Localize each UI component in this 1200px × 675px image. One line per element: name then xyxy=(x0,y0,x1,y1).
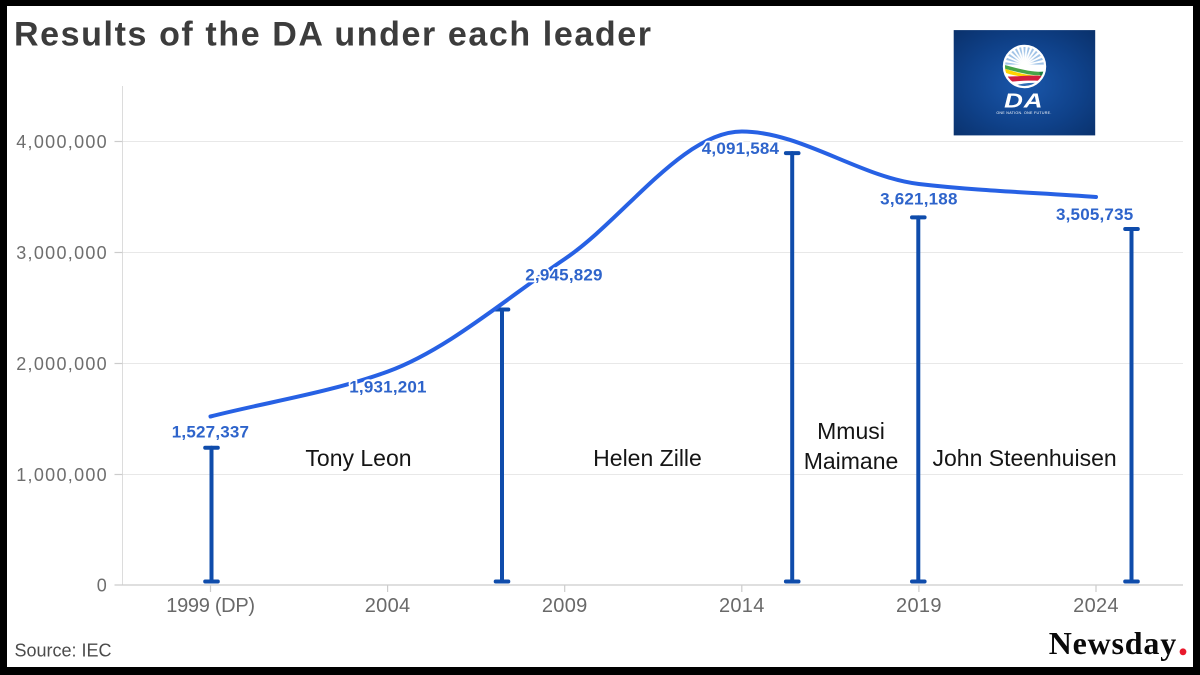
svg-text:Maimane: Maimane xyxy=(804,448,899,474)
svg-text:Source: IEC: Source: IEC xyxy=(15,641,112,661)
svg-text:1,527,337: 1,527,337 xyxy=(172,423,249,442)
svg-text:0: 0 xyxy=(97,576,108,596)
svg-text:1999 (DP): 1999 (DP) xyxy=(166,595,254,617)
svg-text:2009: 2009 xyxy=(542,595,588,617)
svg-text:ONE NATION. ONE FUTURE.: ONE NATION. ONE FUTURE. xyxy=(996,111,1051,115)
svg-text:1,931,201: 1,931,201 xyxy=(349,378,426,397)
svg-text:2024: 2024 xyxy=(1073,595,1119,617)
svg-text:Results of the DA under each l: Results of the DA under each leader xyxy=(14,16,653,54)
svg-text:Tony Leon: Tony Leon xyxy=(305,445,411,471)
svg-text:3,621,188: 3,621,188 xyxy=(880,190,957,209)
svg-text:2019: 2019 xyxy=(896,595,942,617)
svg-text:Helen Zille: Helen Zille xyxy=(593,445,702,471)
svg-text:John Steenhuisen: John Steenhuisen xyxy=(933,445,1117,471)
svg-text:2004: 2004 xyxy=(365,595,411,617)
svg-text:1,000,000: 1,000,000 xyxy=(16,465,108,485)
svg-text:Newsday: Newsday xyxy=(1049,625,1177,661)
svg-text:4,000,000: 4,000,000 xyxy=(16,132,108,152)
svg-text:2,000,000: 2,000,000 xyxy=(16,354,108,374)
svg-text:2,945,829: 2,945,829 xyxy=(525,266,602,285)
svg-text:DA: DA xyxy=(1004,89,1043,111)
svg-text:4,091,584: 4,091,584 xyxy=(702,139,780,158)
svg-text:3,000,000: 3,000,000 xyxy=(16,243,108,263)
svg-text:3,505,735: 3,505,735 xyxy=(1056,205,1133,224)
svg-text:2014: 2014 xyxy=(719,595,765,617)
svg-text:Mmusi: Mmusi xyxy=(817,418,885,444)
